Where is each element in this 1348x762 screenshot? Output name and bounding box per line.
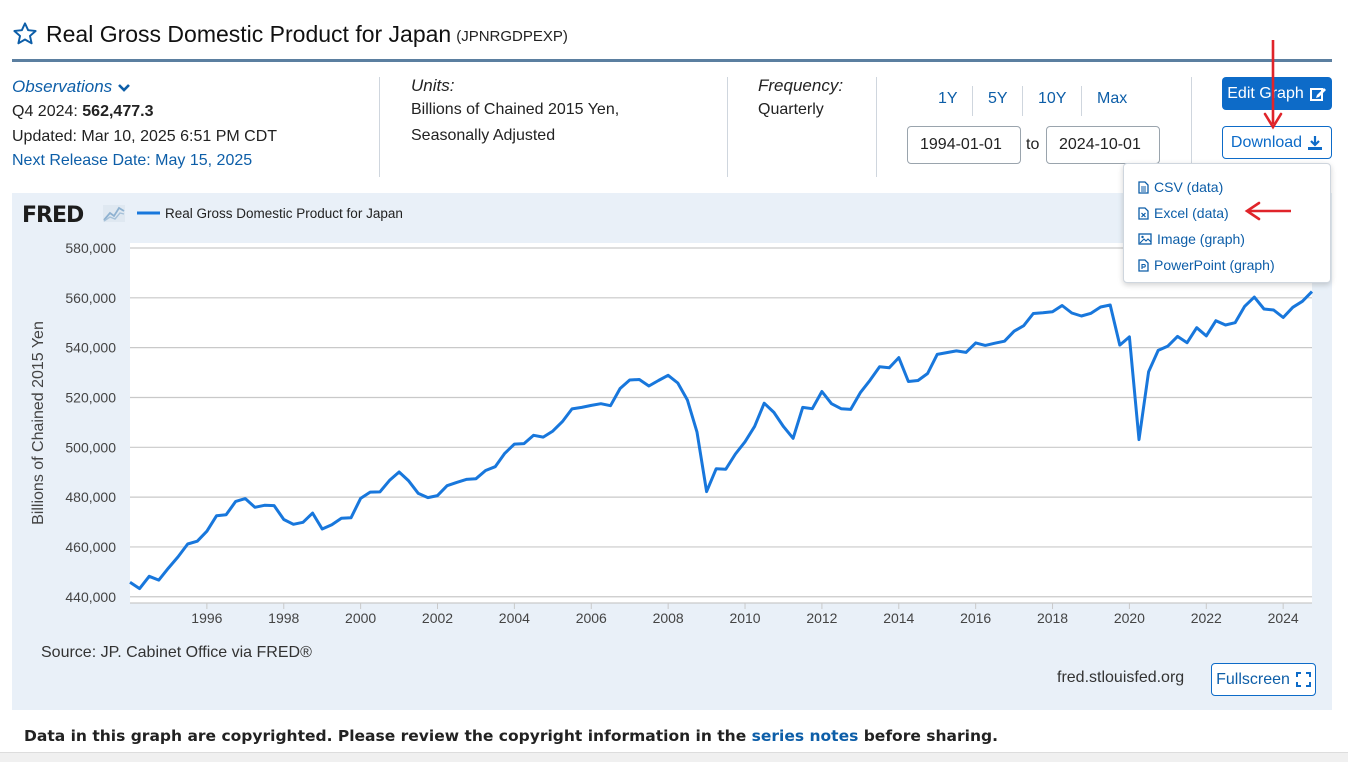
menu-item-csv[interactable]: CSV (data) xyxy=(1124,174,1330,200)
title-row: Real Gross Domestic Product for Japan (J… xyxy=(12,14,568,54)
end-date-input[interactable] xyxy=(1046,126,1160,164)
y-tick-label: 460,000 xyxy=(65,539,116,555)
menu-item-excel[interactable]: Excel (data) xyxy=(1124,200,1330,226)
download-label: Download xyxy=(1230,133,1303,151)
units-line-2: Seasonally Adjusted xyxy=(411,127,556,144)
series-id: (JPNRGDPEXP) xyxy=(456,27,568,45)
fullscreen-label: Fullscreen xyxy=(1216,670,1290,688)
x-tick-label: 1998 xyxy=(268,610,299,626)
file-powerpoint-icon xyxy=(1138,258,1149,272)
series-notes-link[interactable]: series notes xyxy=(751,727,859,745)
download-button[interactable]: Download xyxy=(1222,126,1332,159)
range-divider xyxy=(1081,86,1082,116)
range-5y-button[interactable]: 5Y xyxy=(988,90,1008,107)
x-tick-label: 1996 xyxy=(191,610,222,626)
y-axis-label: Billions of Chained 2015 Yen xyxy=(30,321,47,525)
menu-item-image[interactable]: Image (graph) xyxy=(1124,226,1330,252)
image-icon xyxy=(1138,233,1152,245)
file-excel-icon xyxy=(1138,206,1149,220)
x-tick-label: 2022 xyxy=(1191,610,1222,626)
x-tick-label: 2000 xyxy=(345,610,376,626)
x-tick-label: 2014 xyxy=(883,610,914,626)
x-tick-label: 2004 xyxy=(499,610,530,626)
edit-graph-label: Edit Graph xyxy=(1227,84,1304,102)
download-menu: CSV (data) Excel (data) Image (graph) Po… xyxy=(1123,163,1331,283)
y-tick-label: 560,000 xyxy=(65,290,116,306)
x-tick-label: 2006 xyxy=(576,610,607,626)
y-tick-label: 480,000 xyxy=(65,489,116,505)
range-divider xyxy=(1022,86,1023,116)
range-max-button[interactable]: Max xyxy=(1097,90,1128,107)
observations-toggle[interactable]: Observations xyxy=(12,77,131,97)
download-icon xyxy=(1308,135,1323,150)
site-link[interactable]: fred.stlouisfed.org xyxy=(1057,669,1184,686)
y-tick-label: 520,000 xyxy=(65,389,116,405)
updated-text: Updated: Mar 10, 2025 6:51 PM CDT xyxy=(12,128,278,145)
file-text-icon xyxy=(1138,180,1149,194)
frequency-value: Quarterly xyxy=(758,101,824,118)
y-tick-label: 540,000 xyxy=(65,340,116,356)
range-divider xyxy=(972,86,973,116)
x-tick-label: 2024 xyxy=(1268,610,1299,626)
start-date-input[interactable] xyxy=(907,126,1021,164)
x-tick-label: 2012 xyxy=(806,610,837,626)
x-tick-label: 2018 xyxy=(1037,610,1068,626)
x-tick-label: 2020 xyxy=(1114,610,1145,626)
page-bottom-strip xyxy=(0,752,1348,762)
copyright-text-after: before sharing. xyxy=(858,727,998,745)
latest-observation: Q4 2024: 562,477.3 xyxy=(12,103,153,121)
range-10y-button[interactable]: 10Y xyxy=(1038,90,1067,107)
y-tick-label: 580,000 xyxy=(65,240,116,256)
menu-item-label: Excel (data) xyxy=(1154,205,1229,221)
units-line-1: Billions of Chained 2015 Yen, xyxy=(411,101,620,118)
units-label: Units: xyxy=(411,76,455,95)
menu-item-label: PowerPoint (graph) xyxy=(1154,257,1275,273)
latest-value: 562,477.3 xyxy=(82,103,154,120)
plot-area xyxy=(130,243,1312,603)
fullscreen-button[interactable]: Fullscreen xyxy=(1211,663,1316,696)
y-tick-label: 500,000 xyxy=(65,439,116,455)
next-release-link[interactable]: Next Release Date: May 15, 2025 xyxy=(12,152,253,169)
fred-logo-graph-icon xyxy=(103,205,125,222)
x-tick-label: 2010 xyxy=(729,610,760,626)
divider xyxy=(379,77,380,177)
legend-label: Real Gross Domestic Product for Japan xyxy=(165,206,403,221)
copyright-text-before: Data in this graph are copyrighted. Plea… xyxy=(24,727,752,745)
edit-graph-button[interactable]: Edit Graph xyxy=(1222,77,1332,110)
divider xyxy=(727,77,728,177)
chevron-down-icon xyxy=(117,83,130,92)
source-text: Source: JP. Cabinet Office via FRED® xyxy=(41,644,312,661)
x-tick-label: 2008 xyxy=(653,610,684,626)
range-to-label: to xyxy=(1026,136,1040,153)
star-icon[interactable] xyxy=(12,21,38,47)
series-line xyxy=(129,290,1314,591)
divider xyxy=(876,77,877,177)
expand-icon xyxy=(1295,672,1311,687)
title-divider xyxy=(12,59,1332,62)
latest-period: Q4 2024: xyxy=(12,103,78,120)
menu-item-label: CSV (data) xyxy=(1154,179,1224,195)
range-1y-button[interactable]: 1Y xyxy=(938,90,958,107)
edit-icon xyxy=(1309,87,1326,101)
x-tick-label: 2016 xyxy=(960,610,991,626)
page-title: Real Gross Domestic Product for Japan xyxy=(46,20,452,47)
menu-item-label: Image (graph) xyxy=(1157,231,1245,247)
y-tick-label: 440,000 xyxy=(65,589,116,605)
observations-label: Observations xyxy=(12,77,113,96)
copyright-note: Data in this graph are copyrighted. Plea… xyxy=(24,727,998,745)
frequency-label: Frequency: xyxy=(758,76,844,95)
divider xyxy=(1191,77,1192,177)
fred-logo[interactable]: FRED xyxy=(22,203,85,228)
x-tick-label: 2002 xyxy=(422,610,453,626)
menu-item-powerpoint[interactable]: PowerPoint (graph) xyxy=(1124,252,1330,278)
